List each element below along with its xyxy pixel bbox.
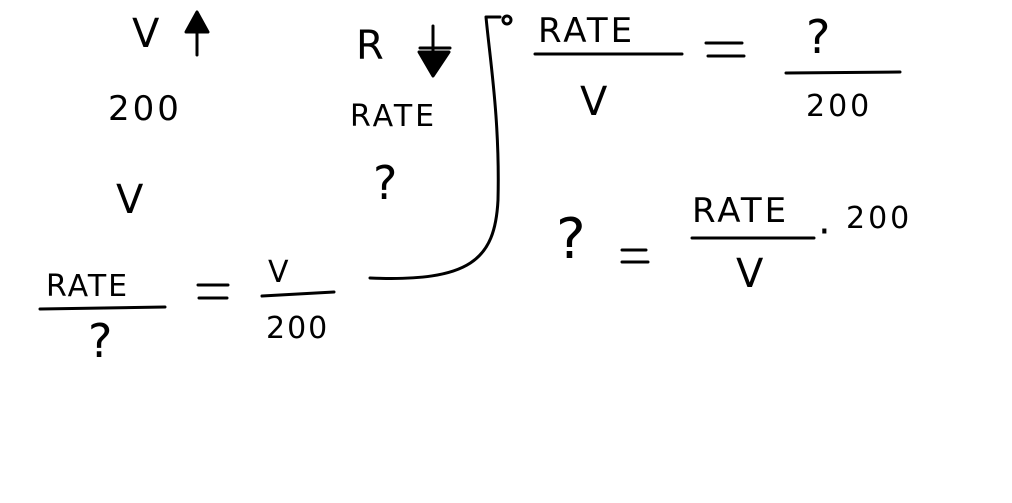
fraction-bar-rate-over-q xyxy=(38,305,167,311)
fraction-bar-q-over-200 xyxy=(784,70,902,75)
eq1-numerator-right: V xyxy=(268,255,289,290)
eq3-left-question: ? xyxy=(556,207,586,272)
up-arrow-icon xyxy=(184,10,210,57)
eq2-numerator-right: ? xyxy=(806,10,831,64)
eq3-times-dot: · xyxy=(818,209,831,255)
eq1-numerator-left: RATE xyxy=(46,269,130,304)
rate-label: RATE xyxy=(350,99,438,134)
v-label: V xyxy=(116,177,144,223)
connector-dot xyxy=(501,14,513,26)
question-mark-middle: ? xyxy=(373,156,398,210)
value-200: 200 xyxy=(108,89,182,129)
connector-bracket xyxy=(368,15,502,280)
eq1-denominator-left: ? xyxy=(88,314,113,368)
fraction-bar-v-over-200 xyxy=(260,290,336,298)
v-up-label: V xyxy=(132,11,160,57)
equals-sign-eq3 xyxy=(620,248,650,264)
equals-sign-eq2 xyxy=(704,41,746,58)
r-down-label: R xyxy=(356,23,384,69)
eq1-denominator-right: 200 xyxy=(266,311,330,346)
eq3-denominator: V xyxy=(736,251,764,297)
eq3-numerator: RATE xyxy=(692,191,790,231)
eq2-numerator-left: RATE xyxy=(538,11,636,51)
equals-sign-eq1 xyxy=(196,283,230,300)
eq2-denominator-right: 200 xyxy=(806,89,873,124)
down-arrow-icon xyxy=(417,24,452,78)
eq3-factor: 200 xyxy=(846,201,913,236)
eq2-denominator-left: V xyxy=(580,79,608,125)
